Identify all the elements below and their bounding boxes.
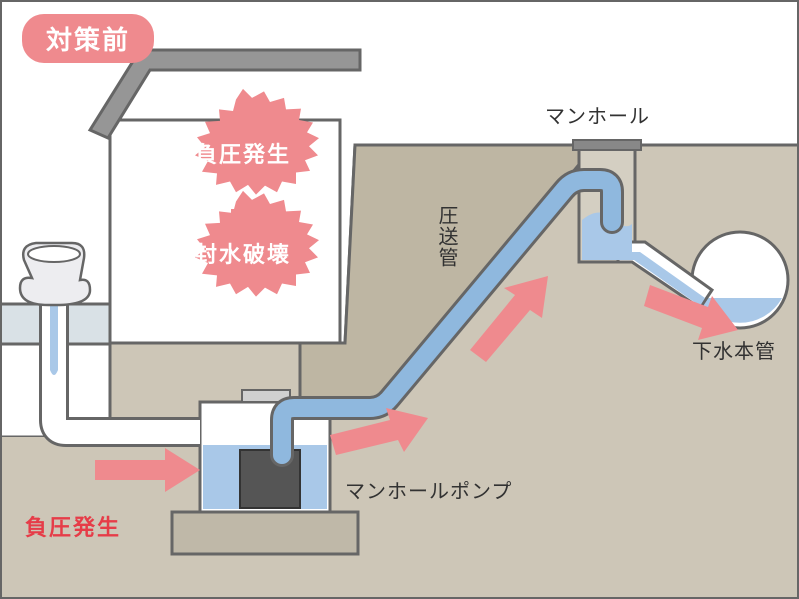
- manhole-lid: [573, 140, 641, 150]
- title-badge: 対策前: [22, 14, 154, 63]
- label-sewer-main: 下水本管: [692, 335, 776, 364]
- label-manhole: マンホール: [545, 100, 650, 129]
- pump-base: [172, 512, 358, 554]
- toilet: [20, 243, 90, 305]
- starburst-label-1: 負圧発生: [178, 128, 308, 178]
- label-neg-pressure: 負圧発生: [25, 510, 121, 542]
- label-pressure-pipe: 圧送管: [432, 205, 461, 268]
- starburst-label-2: 封水破壊: [178, 228, 308, 278]
- toilet-water: [50, 305, 58, 375]
- label-manhole-pump: マンホールポンプ: [345, 475, 512, 504]
